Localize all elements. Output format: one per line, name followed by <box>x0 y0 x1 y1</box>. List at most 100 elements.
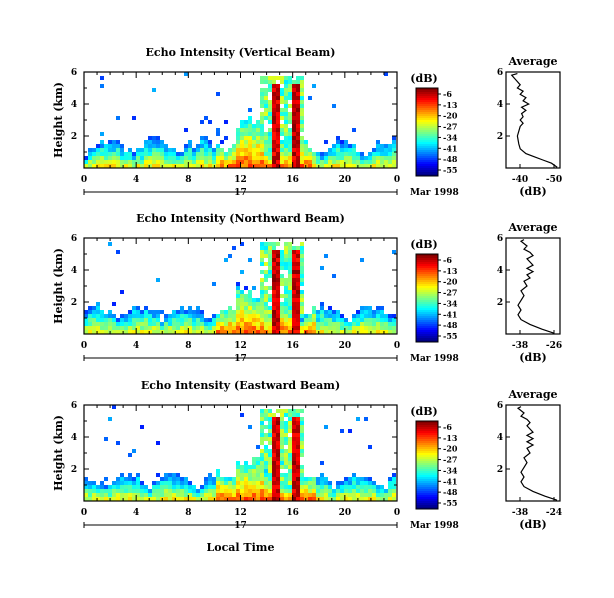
heatmap-cell <box>180 156 184 160</box>
heatmap-cell <box>288 477 292 481</box>
heatmap-cell <box>272 164 276 168</box>
heatmap-cell <box>236 322 240 326</box>
heatmap-cell <box>212 489 216 493</box>
heatmap-cell <box>368 445 372 449</box>
heatmap-cell <box>116 160 120 164</box>
y-tick-label: 4 <box>71 100 77 110</box>
heatmap-cell <box>280 278 284 282</box>
heatmap-cell <box>340 148 344 152</box>
heatmap-cell <box>112 144 116 148</box>
heatmap-cell <box>292 441 296 445</box>
heatmap-cell <box>296 156 300 160</box>
colorbar-swatch <box>416 282 438 285</box>
heatmap-cell <box>88 318 92 322</box>
heatmap-cell <box>376 489 380 493</box>
heatmap-cell <box>336 156 340 160</box>
heatmap-cell <box>296 152 300 156</box>
heatmap-cell <box>280 441 284 445</box>
heatmap-cell <box>260 493 264 497</box>
heatmap-cell <box>204 148 208 152</box>
heatmap-cell <box>120 144 124 148</box>
colorbar-unit: (dB) <box>410 72 437 85</box>
heatmap-cell <box>272 84 276 88</box>
heatmap-cell <box>240 120 244 124</box>
heatmap-cell <box>292 108 296 112</box>
heatmap-cell <box>380 156 384 160</box>
heatmap-cell <box>304 148 308 152</box>
heatmap-cell <box>284 449 288 453</box>
heatmap-cell <box>248 481 252 485</box>
heatmap-cell <box>132 493 136 497</box>
heatmap-cell <box>300 294 304 298</box>
heatmap-cell <box>136 310 140 314</box>
heatmap-cell <box>368 160 372 164</box>
heatmap-cell <box>132 116 136 120</box>
heatmap-cell <box>276 465 280 469</box>
heatmap-cell <box>208 156 212 160</box>
heatmap-cell <box>380 164 384 168</box>
heatmap-cell <box>292 116 296 120</box>
heatmap-cell <box>272 96 276 100</box>
heatmap-cell <box>252 144 256 148</box>
heatmap-cell <box>188 326 192 330</box>
heatmap-cell <box>384 330 388 334</box>
colorbar-swatch <box>416 150 438 153</box>
heatmap-cell <box>320 160 324 164</box>
heatmap-cell <box>320 326 324 330</box>
heatmap-cell <box>288 112 292 116</box>
heatmap-cell <box>248 330 252 334</box>
heatmap-cell <box>280 80 284 84</box>
heatmap-cell <box>272 445 276 449</box>
heatmap-cell <box>216 144 220 148</box>
heatmap-cell <box>260 497 264 501</box>
heatmap-cell <box>308 156 312 160</box>
heatmap-cell <box>132 310 136 314</box>
heatmap-cell <box>388 493 392 497</box>
heatmap-cell <box>308 318 312 322</box>
heatmap-cell <box>264 108 268 112</box>
heatmap-cell <box>268 76 272 80</box>
heatmap-cell <box>204 164 208 168</box>
heatmap-cell <box>260 258 264 262</box>
heatmap-cell <box>348 330 352 334</box>
heatmap-cell <box>376 497 380 501</box>
heatmap-cell <box>268 112 272 116</box>
heatmap-cell <box>112 302 116 306</box>
heatmap-cell <box>144 156 148 160</box>
heatmap-cell <box>276 457 280 461</box>
heatmap-cell <box>364 481 368 485</box>
heatmap-cell <box>296 254 300 258</box>
heatmap-cell <box>260 421 264 425</box>
heatmap-cell <box>364 156 368 160</box>
heatmap-cell <box>164 160 168 164</box>
heatmap-cell <box>344 326 348 330</box>
heatmap-cell <box>300 104 304 108</box>
heatmap-cell <box>176 330 180 334</box>
heatmap-cell <box>196 160 200 164</box>
heatmap-cell <box>272 250 276 254</box>
heatmap-cell <box>324 156 328 160</box>
heatmap-cell <box>120 481 124 485</box>
heatmap-cell <box>260 286 264 290</box>
heatmap-cell <box>240 270 244 274</box>
heatmap-cell <box>268 481 272 485</box>
heatmap-cell <box>272 453 276 457</box>
heatmap-cell <box>240 152 244 156</box>
heatmap-cell <box>268 128 272 132</box>
heatmap-cell <box>184 164 188 168</box>
heatmap-cell <box>260 429 264 433</box>
heatmap-cell <box>284 433 288 437</box>
heatmap-cell <box>236 473 240 477</box>
heatmap-cell <box>268 429 272 433</box>
heatmap-cell <box>156 140 160 144</box>
heatmap-cell <box>216 330 220 334</box>
heatmap-cell <box>256 330 260 334</box>
heatmap-cell <box>160 485 164 489</box>
heatmap-cell <box>364 318 368 322</box>
heatmap-cell <box>140 485 144 489</box>
heatmap-cell <box>248 310 252 314</box>
heatmap-cell <box>344 497 348 501</box>
heatmap-cell <box>144 497 148 501</box>
heatmap-cell <box>192 493 196 497</box>
colorbar-swatch <box>416 463 438 466</box>
